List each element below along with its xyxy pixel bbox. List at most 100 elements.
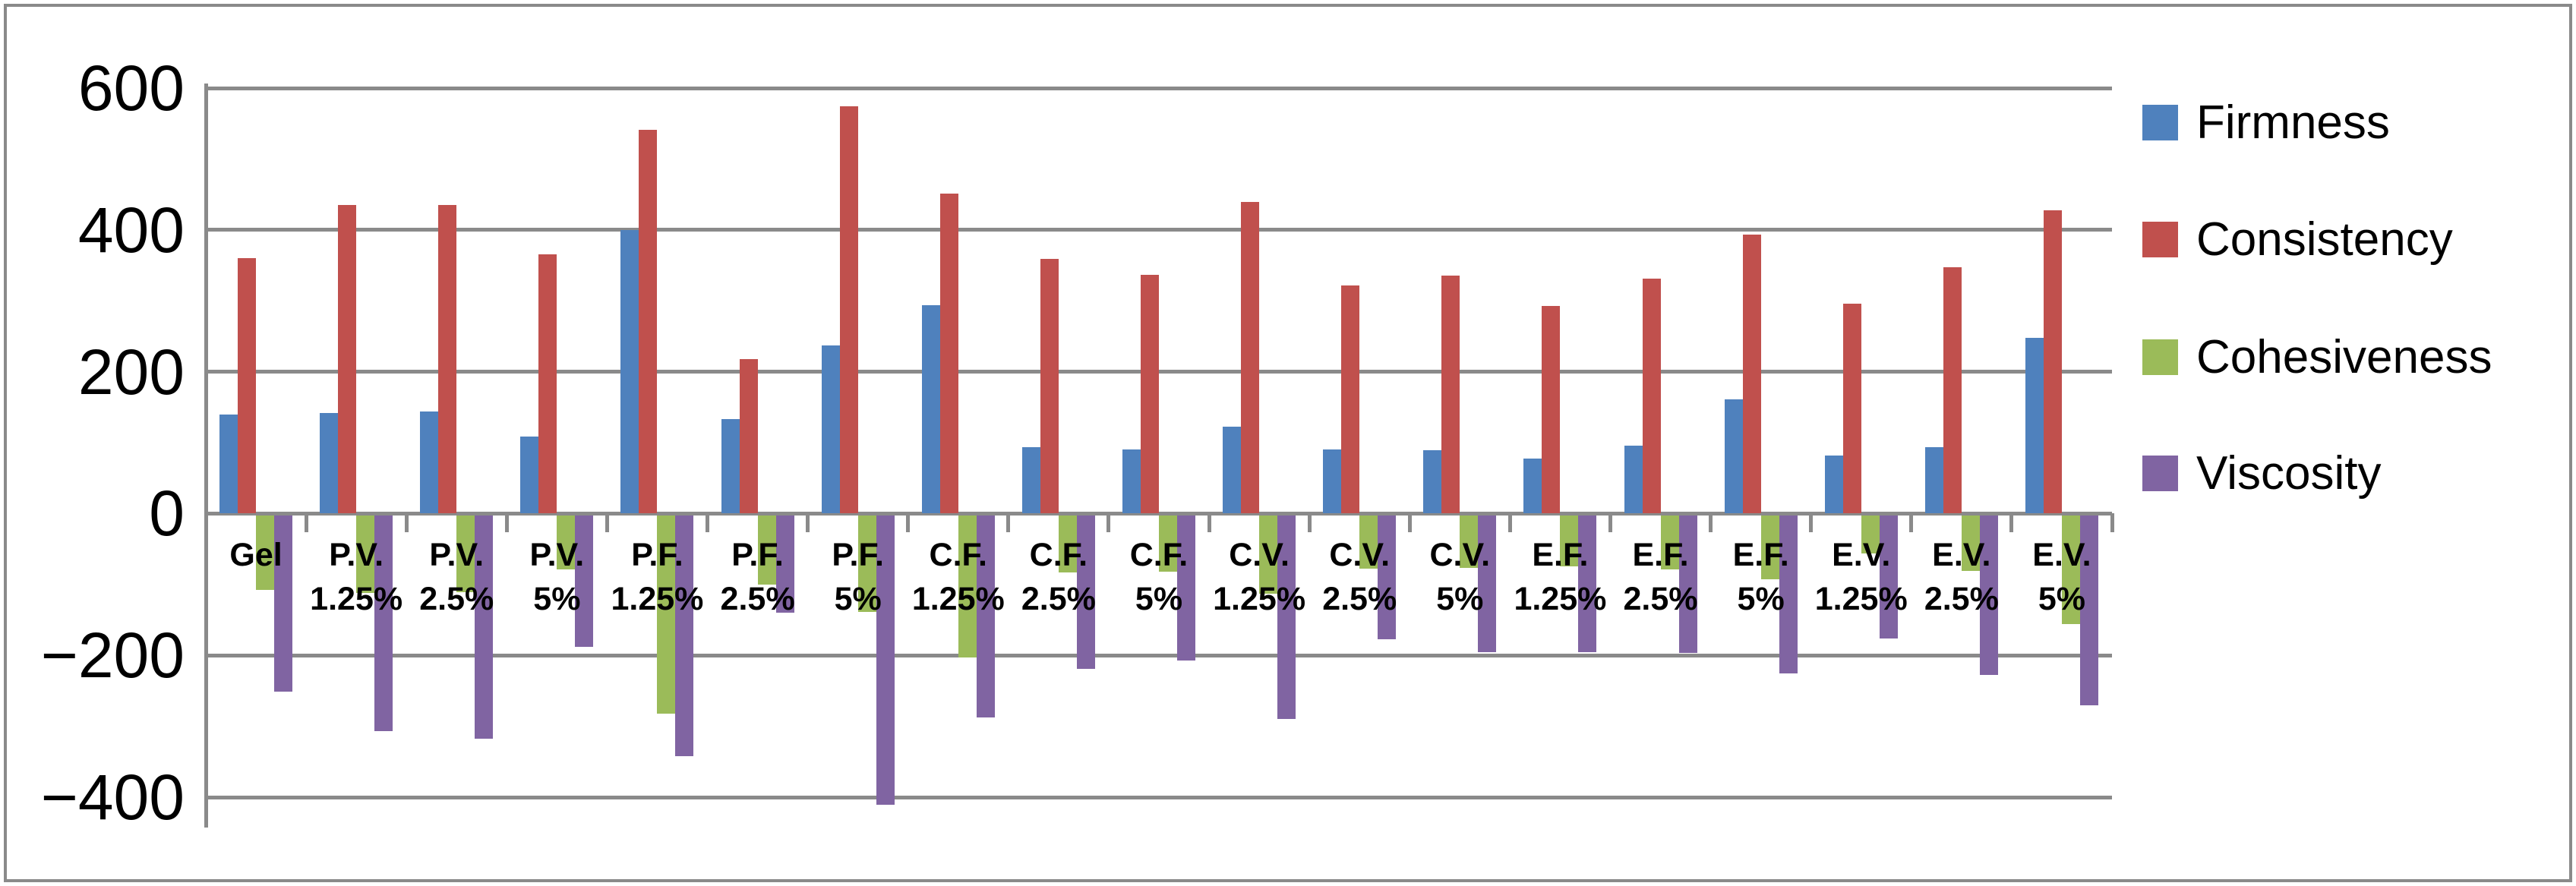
category-percent: 5% <box>834 581 882 618</box>
category-percent: 1.25% <box>611 581 704 618</box>
category-label-9: C.F. 5% <box>1098 533 1220 621</box>
bar-viscosity-8 <box>1076 515 1095 669</box>
baseline-tick <box>605 513 609 533</box>
legend-label-cohesiveness: Cohesiveness <box>2196 330 2492 383</box>
category-name: P.V. <box>329 537 384 574</box>
baseline-tick <box>1608 513 1612 533</box>
category-label-11: C.V. 2.5% <box>1299 533 1420 621</box>
category-percent: 1.25% <box>1213 581 1306 618</box>
category-percent: 5% <box>1737 581 1785 618</box>
category-name: C.V. <box>1329 537 1391 574</box>
y-tick-label-200: 200 <box>77 336 185 408</box>
bar-firmness-8 <box>1021 446 1040 514</box>
bar-firmness-2 <box>420 411 439 514</box>
legend-swatch-consistency <box>2142 221 2178 257</box>
bar-viscosity-14 <box>1678 515 1697 654</box>
baseline-tick <box>504 513 509 533</box>
category-name: P.F. <box>631 537 683 574</box>
category-percent: 2.5% <box>419 581 494 618</box>
bar-cohesiveness-12 <box>1460 515 1479 568</box>
baseline-tick <box>906 513 911 533</box>
y-tick-label--200: −200 <box>40 620 185 692</box>
bar-viscosity-1 <box>374 515 393 731</box>
category-percent: 1.25% <box>1814 581 1908 618</box>
baseline-tick <box>706 513 710 533</box>
category-name: E.F. <box>1732 537 1789 574</box>
bar-firmness-10 <box>1223 426 1242 514</box>
bar-firmness-7 <box>921 304 940 514</box>
bar-viscosity-2 <box>475 515 494 739</box>
category-percent: 1.25% <box>911 581 1005 618</box>
bar-cohesiveness-4 <box>657 515 676 714</box>
category-name: C.F. <box>1129 537 1189 574</box>
bar-viscosity-13 <box>1578 515 1597 653</box>
category-label-6: P.F. 5% <box>797 533 919 621</box>
category-percent: 5% <box>533 581 581 618</box>
category-name: C.F. <box>929 537 987 574</box>
bar-viscosity-11 <box>1378 515 1397 640</box>
legend-item-firmness: Firmness <box>2142 90 2390 154</box>
baseline-tick <box>1507 513 1512 533</box>
category-percent: 2.5% <box>1623 581 1698 618</box>
category-name: P.V. <box>429 537 485 574</box>
category-label-8: C.F. 2.5% <box>998 533 1119 621</box>
category-label-16: E.V. 1.25% <box>1801 533 1922 621</box>
bar-viscosity-6 <box>876 515 895 805</box>
bar-viscosity-3 <box>575 515 594 647</box>
bar-cohesiveness-0 <box>256 515 275 590</box>
bar-firmness-18 <box>2025 337 2044 514</box>
bar-consistency-18 <box>2043 210 2062 514</box>
bar-firmness-1 <box>320 412 339 514</box>
bar-firmness-6 <box>821 345 840 514</box>
legend-swatch-viscosity <box>2142 455 2178 491</box>
category-label-15: E.F. 5% <box>1700 533 1822 621</box>
baseline-tick <box>1809 513 1814 533</box>
bar-viscosity-0 <box>274 515 293 692</box>
baseline-tick <box>304 513 308 533</box>
legend-swatch-firmness <box>2142 104 2178 140</box>
bar-consistency-16 <box>1842 303 1861 514</box>
bar-cohesiveness-17 <box>1961 515 1980 571</box>
bar-viscosity-5 <box>775 515 794 613</box>
bar-cohesiveness-14 <box>1660 515 1679 569</box>
bar-firmness-3 <box>520 436 539 514</box>
category-name: P.V. <box>529 537 585 574</box>
category-percent: 5% <box>2038 581 2086 618</box>
bar-consistency-12 <box>1441 275 1460 514</box>
gridline-y-600 <box>206 86 2112 90</box>
category-name: P.F. <box>832 537 884 574</box>
category-label-18: E.V. 5% <box>2001 533 2123 621</box>
bar-firmness-16 <box>1824 455 1843 514</box>
bar-consistency-10 <box>1241 202 1260 514</box>
category-label-14: E.F. 2.5% <box>1599 533 1721 621</box>
category-name: C.F. <box>1029 537 1088 574</box>
bar-firmness-12 <box>1423 450 1442 514</box>
category-percent: 2.5% <box>1322 581 1397 618</box>
y-tick-label-600: 600 <box>77 52 185 124</box>
baseline-tick <box>806 513 810 533</box>
y-tick-label-400: 400 <box>77 194 185 266</box>
category-label-10: C.V. 1.25% <box>1198 533 1320 621</box>
category-percent: 1.25% <box>1514 581 1607 618</box>
bar-viscosity-9 <box>1177 515 1195 661</box>
baseline-tick <box>2110 513 2114 533</box>
baseline-tick <box>2009 513 2014 533</box>
category-name: C.V. <box>1429 537 1491 574</box>
bar-cohesiveness-6 <box>857 515 876 612</box>
baseline-tick <box>1909 513 1914 533</box>
legend-label-viscosity: Viscosity <box>2196 446 2382 500</box>
category-label-12: C.V. 5% <box>1399 533 1520 621</box>
baseline-tick <box>1709 513 1713 533</box>
legend-item-consistency: Consistency <box>2142 207 2453 271</box>
category-name: E.F. <box>1632 537 1689 574</box>
category-label-13: E.F. 1.25% <box>1499 533 1621 621</box>
category-label-7: C.F. 1.25% <box>898 533 1019 621</box>
category-percent: 2.5% <box>1924 581 1999 618</box>
y-tick-label-0: 0 <box>149 478 185 550</box>
bar-firmness-5 <box>721 419 740 514</box>
gridline-y-400 <box>206 228 2112 232</box>
bar-viscosity-12 <box>1478 515 1497 653</box>
bar-viscosity-15 <box>1779 515 1798 674</box>
bar-consistency-0 <box>238 258 257 514</box>
legend-item-viscosity: Viscosity <box>2142 441 2382 505</box>
